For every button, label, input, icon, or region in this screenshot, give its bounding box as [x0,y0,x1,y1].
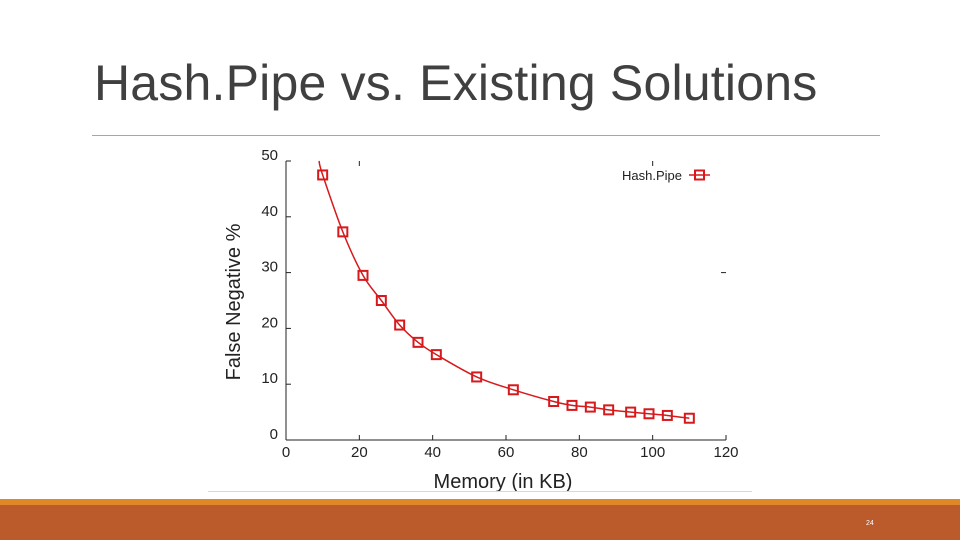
data-point-marker [375,295,387,306]
data-point-marker [471,371,483,383]
slide-title: Hash.Pipe vs. Existing Solutions [94,55,818,111]
data-point-marker [683,412,695,424]
x-axis-label: Memory (in KB) [434,471,573,493]
y-tick-label: 30 [261,259,278,276]
title-divider [92,135,880,136]
x-tick-label: 0 [282,444,290,461]
data-point-marker [625,406,637,418]
data-point-marker [548,395,560,407]
chart-ticks: 0 20 40 60 80 100 120 0 10 20 30 40 50 [261,147,738,461]
x-tick-label: 40 [424,444,441,461]
hashpipe-series-line [318,160,690,419]
x-tick-label: 100 [640,444,665,461]
legend-marker [694,169,705,181]
data-point-marker [317,169,329,181]
data-point-marker [430,349,442,361]
y-tick-label: 40 [261,203,278,220]
chart-axes [285,161,726,441]
x-tick-label: 20 [351,444,368,461]
x-tick-label: 80 [571,444,588,461]
data-point-marker [412,336,424,348]
data-point-marker [566,399,578,411]
figure-baseline [208,491,752,492]
data-point-marker [357,269,369,281]
data-point-marker [507,384,519,396]
footer-band [0,505,960,540]
false-negative-chart: 0 20 40 60 80 100 120 0 10 20 30 40 50 Hash.Pipe Mem… [223,147,739,493]
y-tick-label: 20 [261,314,278,331]
footer-accent-stripe [0,499,960,505]
data-point-marker [394,319,406,331]
y-tick-label: 50 [261,147,278,164]
data-point-marker [584,401,596,413]
data-point-marker [603,404,615,416]
y-tick-label: 0 [270,426,278,443]
data-point-marker [661,409,673,421]
series-curve [318,160,690,419]
x-tick-label: 120 [713,444,738,461]
series-markers [317,169,695,424]
x-tick-label: 60 [498,444,515,461]
chart-legend: Hash.Pipe [622,168,710,183]
chart-figure: 0 20 40 60 80 100 120 0 10 20 30 40 50 Hash.Pipe Mem… [208,145,752,495]
y-axis-label: False Negative % [223,223,245,380]
legend-label: Hash.Pipe [622,168,682,183]
data-point-marker [337,226,349,238]
y-tick-label: 10 [261,370,278,387]
page-number: 24 [866,520,874,527]
data-point-marker [643,408,655,420]
